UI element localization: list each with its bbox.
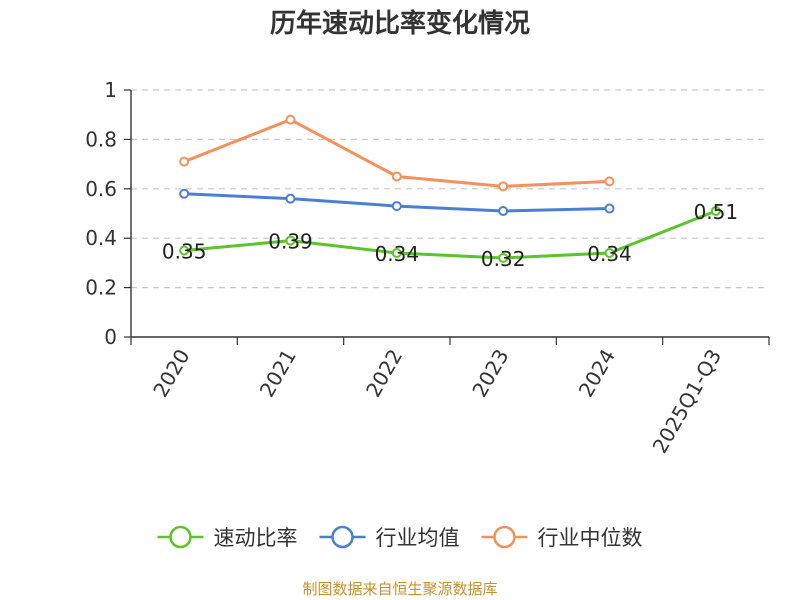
legend-label: 速动比率 xyxy=(214,526,298,550)
legend-item[interactable]: 行业均值 xyxy=(319,525,460,550)
source-note: 制图数据来自恒生聚源数据库 xyxy=(302,580,497,598)
series-1 xyxy=(179,188,615,217)
gridlines xyxy=(131,89,769,289)
data-label: 0.34 xyxy=(375,242,420,266)
y-tick-label: 0.6 xyxy=(85,177,117,201)
data-label: 0.34 xyxy=(587,242,632,266)
legend-marker-icon xyxy=(331,525,354,549)
legend-marker-icon xyxy=(169,525,192,549)
data-point[interactable] xyxy=(710,206,721,217)
legend-marker-icon xyxy=(493,525,516,549)
data-point[interactable] xyxy=(391,201,402,212)
data-point[interactable] xyxy=(179,245,190,256)
data-point[interactable] xyxy=(285,235,296,246)
series-2 xyxy=(179,114,615,192)
data-point[interactable] xyxy=(498,252,509,263)
data-point[interactable] xyxy=(391,171,402,182)
data-point[interactable] xyxy=(604,203,615,214)
x-tick-label: 2020 xyxy=(148,345,194,401)
series-0 xyxy=(179,206,721,263)
data-point[interactable] xyxy=(179,188,190,199)
data-point[interactable] xyxy=(604,248,615,259)
x-tick-label: 2023 xyxy=(467,345,513,401)
y-tick-label: 0.4 xyxy=(85,226,117,250)
x-tick-label: 2022 xyxy=(361,345,407,401)
data-point[interactable] xyxy=(391,248,402,259)
y-tick-label: 0.8 xyxy=(85,127,117,151)
data-point[interactable] xyxy=(179,156,190,167)
y-tick-label: 0 xyxy=(104,325,117,349)
data-point[interactable] xyxy=(604,176,615,187)
x-tick-label: 2024 xyxy=(574,345,620,401)
data-label: 0.51 xyxy=(694,200,739,224)
data-label: 0.35 xyxy=(162,240,207,264)
data-label: 0.32 xyxy=(481,247,526,271)
legend-item[interactable]: 行业中位数 xyxy=(481,525,643,550)
y-tick-label: 1 xyxy=(104,78,117,102)
legend-label: 行业均值 xyxy=(376,526,460,550)
series-lines xyxy=(179,114,721,263)
legend-label: 行业中位数 xyxy=(538,526,643,550)
data-point[interactable] xyxy=(285,193,296,204)
y-tick-label: 0.2 xyxy=(85,276,117,300)
data-labels: 0.35 0.39 0.34 0.32 0.34 0.51 xyxy=(162,200,738,271)
legend-item[interactable]: 速动比率 xyxy=(157,525,298,550)
data-point[interactable] xyxy=(498,206,509,217)
data-label: 0.39 xyxy=(268,230,313,254)
x-tick-label: 2021 xyxy=(255,345,301,401)
chart-title: 历年速动比率变化情况 xyxy=(270,8,530,39)
data-point[interactable] xyxy=(285,114,296,125)
axes: 0 0.2 0.4 0.6 0.8 1 2020 2021 2022 2023 2024 2025Q1… xyxy=(85,78,770,457)
data-point[interactable] xyxy=(498,181,509,192)
x-tick-label: 2025Q1-Q3 xyxy=(648,345,727,457)
series-line xyxy=(182,209,718,260)
legend: 速动比率 行业均值 行业中位数 xyxy=(157,525,643,550)
